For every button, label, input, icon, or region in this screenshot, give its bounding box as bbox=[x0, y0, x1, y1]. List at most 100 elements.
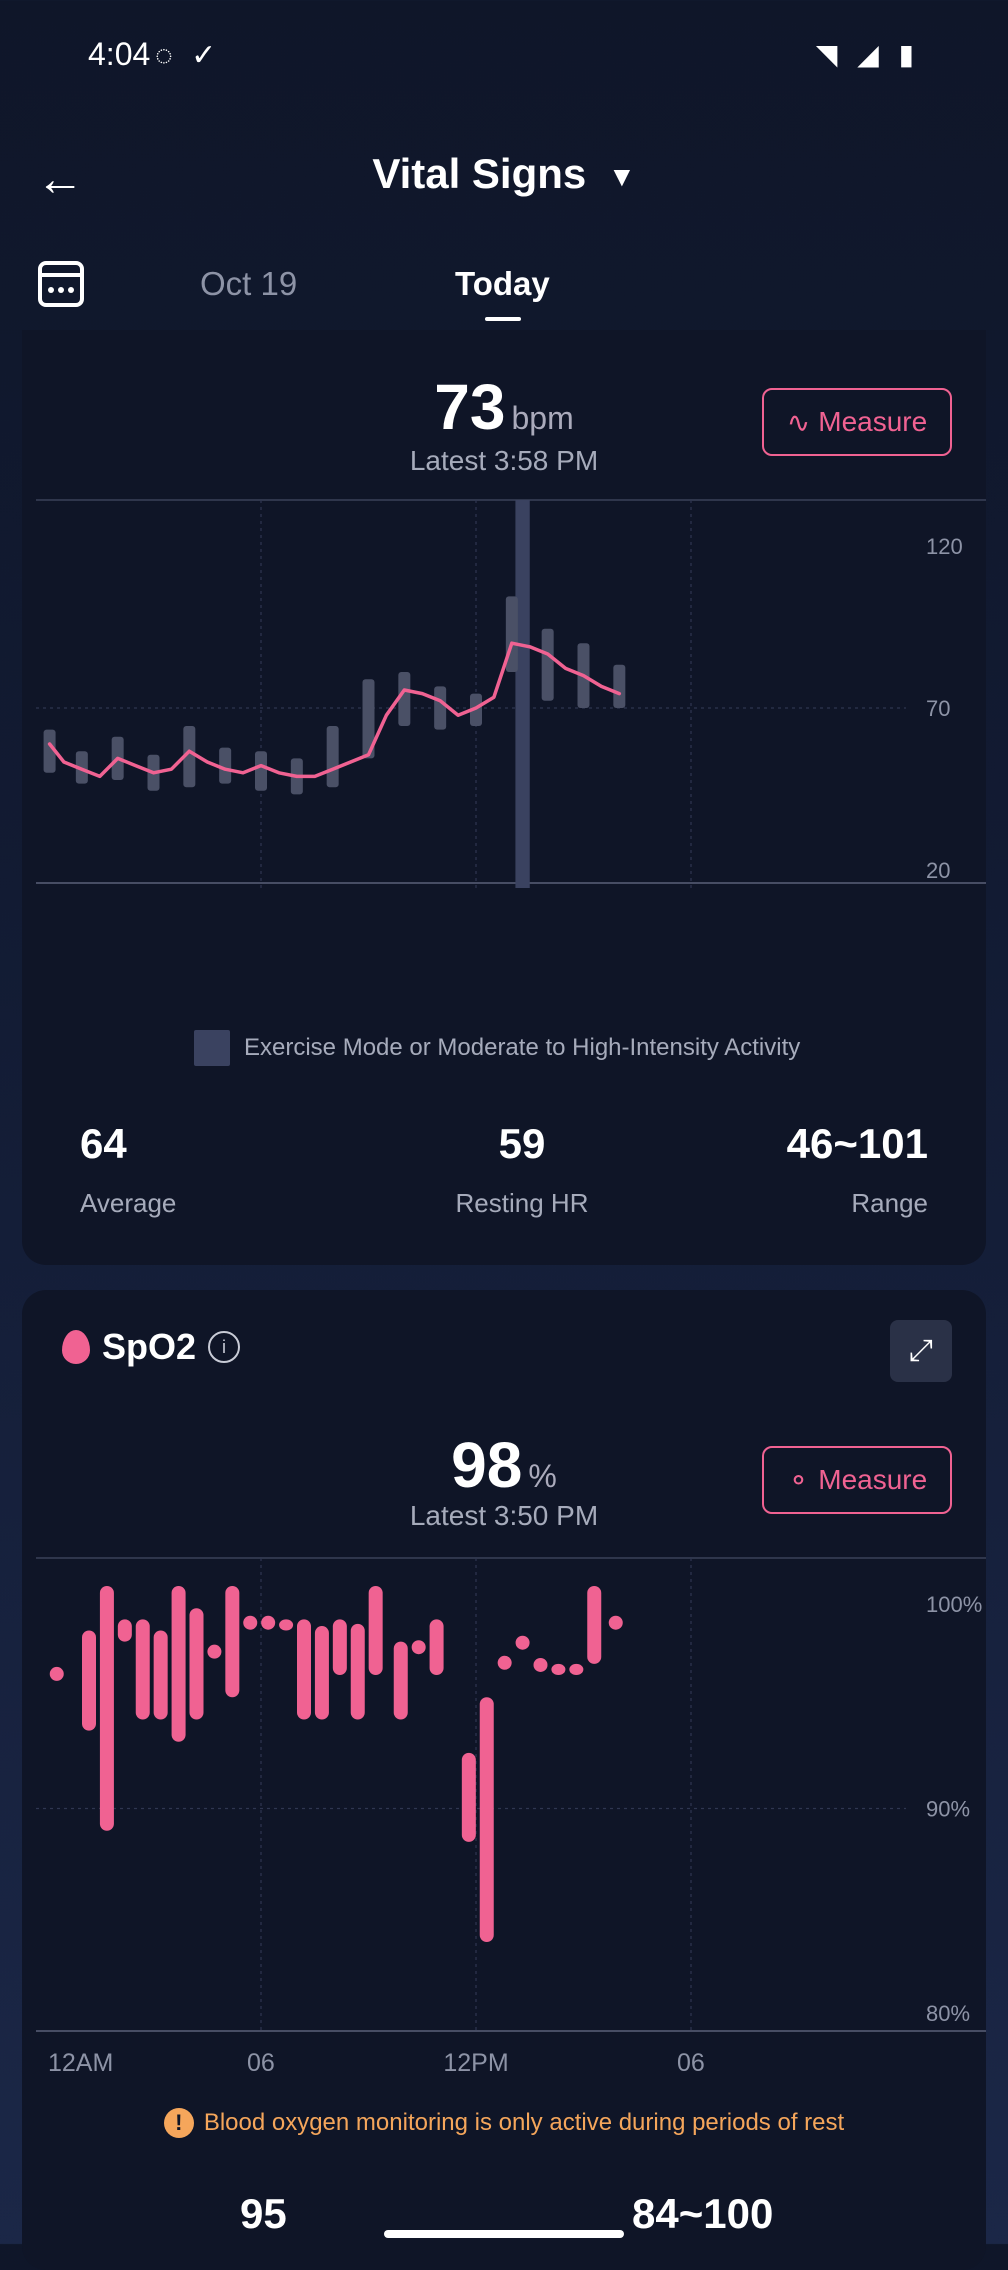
spo2-point bbox=[515, 1635, 530, 1650]
spo2-range-bar bbox=[569, 1663, 584, 1675]
pulse-icon: ∿ bbox=[786, 406, 811, 438]
hr-range-bar bbox=[326, 726, 339, 788]
hr-range-bar bbox=[434, 686, 447, 730]
hr-range-bar bbox=[541, 628, 554, 701]
spo2-card: SpO2 i ⤢ 98% Latest 3:50 PM ⚬ Measure 10… bbox=[22, 1290, 986, 2270]
stat-range: 46~101 Range bbox=[787, 1120, 928, 1219]
wifi-icon: ◥ bbox=[815, 39, 844, 70]
spo2-range-bar bbox=[153, 1630, 168, 1720]
spo2-range-bar bbox=[479, 1697, 494, 1942]
stat-average-label: Average bbox=[80, 1188, 177, 1218]
spo2-point bbox=[243, 1615, 258, 1630]
spo2-number: 98 bbox=[451, 1429, 523, 1501]
page-title[interactable]: Vital Signs ▼ bbox=[0, 150, 1008, 198]
spo2-latest: Latest 3:50 PM bbox=[409, 1500, 599, 1531]
spo2-title: SpO2 bbox=[102, 1326, 197, 1367]
stat-average-value: 64 bbox=[80, 1120, 127, 1167]
stat-resting-hr: 59 Resting HR bbox=[442, 1120, 602, 1219]
spo2-header: SpO2 i bbox=[62, 1326, 241, 1368]
spo2-average-value: 95 bbox=[240, 2190, 287, 2237]
tab-oct-19[interactable]: Oct 19 bbox=[200, 265, 298, 302]
spo2-scroll-indicator bbox=[384, 2230, 624, 2238]
exercise-legend-text: Exercise Mode or Moderate to High-Intens… bbox=[244, 1034, 801, 1061]
spo2-range-bar bbox=[332, 1619, 347, 1675]
spo2-range-bar bbox=[99, 1586, 114, 1831]
exercise-legend: Exercise Mode or Moderate to High-Intens… bbox=[194, 1030, 800, 1066]
check-icon: ✓ bbox=[191, 39, 217, 72]
page-title-text: Vital Signs bbox=[372, 150, 587, 197]
x-tick-label: 12AM bbox=[48, 2049, 113, 2076]
stat-range-label: Range bbox=[851, 1188, 928, 1218]
hr-range-bar bbox=[613, 664, 626, 708]
chevron-down-icon: ▼ bbox=[607, 160, 636, 192]
y-tick-label: 80% bbox=[926, 2001, 970, 2026]
expand-icon[interactable]: ⤢ bbox=[890, 1320, 952, 1382]
spo2-range-bar bbox=[117, 1619, 132, 1642]
hr-range-bar bbox=[219, 747, 232, 784]
y-tick-label: 100% bbox=[926, 1592, 982, 1617]
status-notification-icons: ◌ ✓ bbox=[155, 38, 216, 73]
measure-icon: ⚬ bbox=[786, 1464, 811, 1496]
spo2-range-bar bbox=[82, 1630, 96, 1731]
heart-rate-unit: bpm bbox=[511, 400, 574, 436]
hr-range-bar bbox=[362, 679, 375, 759]
spo2-range-bar bbox=[189, 1608, 204, 1720]
heart-rate-measure-button[interactable]: ∿ Measure bbox=[762, 388, 952, 456]
spo2-range-bar bbox=[368, 1586, 383, 1675]
x-tick-label: 12PM bbox=[443, 2049, 508, 2076]
spo2-range-bar bbox=[314, 1626, 329, 1720]
spo2-range-bar bbox=[297, 1619, 311, 1720]
spo2-range-bar bbox=[429, 1619, 444, 1675]
spo2-measure-button[interactable]: ⚬ Measure bbox=[762, 1446, 952, 1514]
heart-rate-value: 73 bpm bbox=[22, 370, 986, 444]
y-tick-label: 70 bbox=[926, 696, 950, 721]
hr-line bbox=[47, 641, 622, 779]
y-tick-label: 120 bbox=[926, 534, 963, 559]
x-tick-label: 06 bbox=[677, 2049, 705, 2076]
spo2-chart: 100% 90% 80% 12AM 06 12PM 06 bbox=[36, 1557, 986, 2076]
spo2-range-value: 84~100 bbox=[632, 2190, 774, 2237]
heart-rate-latest: Latest 3:58 PM bbox=[409, 445, 599, 476]
status-system-icons: ◥ ◢ ▮ bbox=[816, 38, 920, 71]
spo2-point bbox=[608, 1615, 623, 1630]
stat-range-value: 46~101 bbox=[786, 1120, 928, 1167]
spo2-range-bar bbox=[350, 1623, 365, 1720]
spo2-point bbox=[207, 1644, 222, 1659]
spo2-range-bar bbox=[461, 1752, 476, 1842]
spo2-range-bar bbox=[393, 1641, 408, 1720]
info-icon[interactable]: i bbox=[208, 1331, 241, 1363]
spo2-value: 98% bbox=[22, 1428, 986, 1502]
warning-icon: ! bbox=[163, 2108, 194, 2138]
battery-icon: ▮ bbox=[898, 39, 920, 70]
spo2-stats: 95 84~100 bbox=[22, 2190, 986, 2270]
chat-bubble-icon: ◌ bbox=[155, 39, 173, 72]
status-time: 4:04 bbox=[88, 36, 151, 72]
heart-rate-chart: 120702012AM0612PM06 bbox=[36, 499, 986, 888]
exercise-swatch bbox=[194, 1030, 230, 1066]
measure-label: Measure bbox=[818, 1464, 928, 1495]
app-bar: ← Vital Signs ▼ bbox=[0, 120, 1008, 230]
spo2-range-bar bbox=[279, 1619, 294, 1631]
tab-today[interactable]: Today bbox=[455, 265, 550, 321]
back-arrow-icon[interactable]: ← bbox=[36, 153, 84, 206]
spo2-range-bar bbox=[171, 1586, 186, 1742]
droplet-icon bbox=[62, 1330, 90, 1364]
spo2-range-bar bbox=[225, 1586, 240, 1698]
hr-range-bar bbox=[183, 726, 196, 788]
spo2-point bbox=[261, 1615, 276, 1630]
hr-range-bar bbox=[43, 729, 56, 773]
heart-rate-number: 73 bbox=[434, 371, 506, 443]
hr-range-bar bbox=[255, 751, 267, 791]
signal-icon: ◢ bbox=[857, 39, 885, 70]
date-tabs: Oct 19 Today bbox=[0, 245, 1008, 325]
spo2-point bbox=[411, 1640, 426, 1655]
spo2-point bbox=[533, 1657, 548, 1672]
spo2-warning-text: Blood oxygen monitoring is only active d… bbox=[203, 2109, 845, 2136]
spo2-range-bar bbox=[135, 1619, 150, 1720]
stat-resting-label: Resting HR bbox=[455, 1188, 589, 1218]
stat-resting-value: 59 bbox=[498, 1120, 546, 1167]
heart-rate-stats: 64 Average 59 Resting HR 46~101 Range bbox=[58, 1120, 950, 1240]
calendar-icon[interactable] bbox=[38, 261, 84, 307]
spo2-warning: ! Blood oxygen monitoring is only active … bbox=[22, 2108, 986, 2138]
